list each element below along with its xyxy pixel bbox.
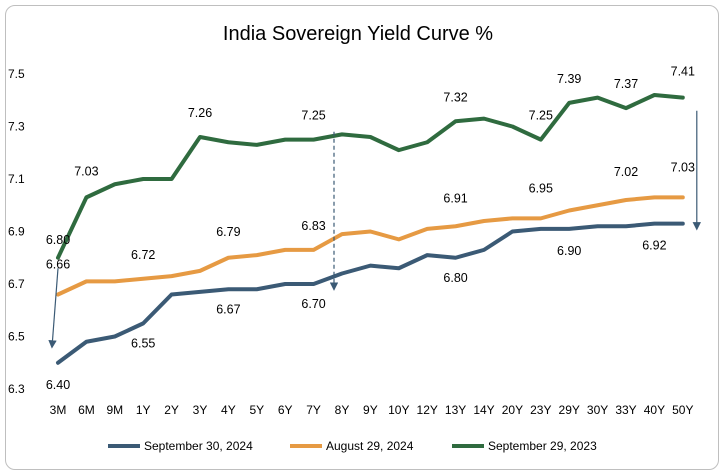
x-tick-label: 10Y bbox=[388, 403, 409, 417]
data-label: 7.03 bbox=[671, 160, 695, 174]
x-tick-label: 20Y bbox=[502, 403, 523, 417]
x-tick-label: 6Y bbox=[278, 403, 293, 417]
series-lines bbox=[56, 93, 685, 365]
x-tick-label: 30Y bbox=[587, 403, 608, 417]
x-tick-label: 40Y bbox=[644, 403, 665, 417]
data-label: 6.72 bbox=[131, 248, 155, 262]
legend: September 30, 2024 August 29, 2024 Septemb… bbox=[108, 439, 597, 453]
chart-title: India Sovereign Yield Curve % bbox=[223, 23, 493, 45]
x-tick-label: 9M bbox=[106, 403, 123, 417]
x-tick-label: 7Y bbox=[306, 403, 321, 417]
legend-label: September 29, 2023 bbox=[488, 439, 597, 453]
series-line-1 bbox=[56, 195, 685, 297]
y-tick-label: 6.3 bbox=[8, 382, 25, 396]
x-tick-label: 23Y bbox=[530, 403, 551, 417]
y-axis: 6.3 6.5 6.7 6.9 7.1 7.3 7.5 bbox=[8, 67, 25, 396]
x-tick-label: 5Y bbox=[249, 403, 264, 417]
data-label: 6.66 bbox=[46, 258, 70, 272]
data-label: 6.70 bbox=[301, 297, 325, 311]
legend-label: August 29, 2024 bbox=[326, 439, 414, 453]
data-label: 7.37 bbox=[614, 77, 638, 91]
series-line-0 bbox=[56, 221, 685, 365]
data-label: 6.79 bbox=[216, 225, 240, 239]
data-label: 7.26 bbox=[188, 106, 212, 120]
data-label: 6.92 bbox=[642, 239, 666, 253]
annotation-arrow bbox=[48, 268, 59, 349]
data-label: 7.39 bbox=[557, 72, 581, 86]
legend-label: September 30, 2024 bbox=[144, 439, 253, 453]
x-tick-label: 2Y bbox=[164, 403, 179, 417]
x-tick-label: 3M bbox=[50, 403, 67, 417]
x-tick-label: 50Y bbox=[672, 403, 693, 417]
data-label: 7.41 bbox=[671, 65, 695, 79]
data-label: 6.80 bbox=[443, 271, 467, 285]
x-tick-label: 13Y bbox=[445, 403, 466, 417]
data-label: 7.25 bbox=[529, 109, 553, 123]
x-tick-label: 8Y bbox=[335, 403, 350, 417]
y-tick-label: 7.5 bbox=[8, 67, 25, 81]
y-tick-label: 7.3 bbox=[8, 120, 25, 134]
y-tick-label: 6.7 bbox=[8, 277, 25, 291]
data-label: 7.02 bbox=[614, 165, 638, 179]
x-tick-label: 33Y bbox=[615, 403, 636, 417]
y-tick-label: 7.1 bbox=[8, 172, 25, 186]
x-tick-label: 29Y bbox=[559, 403, 580, 417]
data-label: 6.55 bbox=[131, 336, 155, 350]
data-label: 7.32 bbox=[443, 90, 467, 104]
data-label: 6.90 bbox=[557, 244, 581, 258]
annotations bbox=[48, 110, 701, 349]
x-tick-label: 4Y bbox=[221, 403, 236, 417]
data-label: 7.25 bbox=[301, 109, 325, 123]
y-tick-label: 6.9 bbox=[8, 225, 25, 239]
data-label: 6.83 bbox=[301, 219, 325, 233]
x-tick-label: 9Y bbox=[363, 403, 378, 417]
x-tick-label: 12Y bbox=[417, 403, 438, 417]
series-line-2 bbox=[56, 93, 685, 260]
x-tick-label: 6M bbox=[78, 403, 95, 417]
data-labels: 6.40 6.55 6.67 6.70 6.80 6.90 6.92 6.66 6.72 6.79… bbox=[46, 65, 695, 392]
data-label: 6.95 bbox=[529, 181, 553, 195]
y-tick-label: 6.5 bbox=[8, 330, 25, 344]
x-tick-label: 1Y bbox=[136, 403, 151, 417]
data-label: 6.67 bbox=[216, 302, 240, 316]
data-label: 6.40 bbox=[46, 378, 70, 392]
x-axis: 3M 6M 9M 1Y 2Y 3Y 4Y 5Y 6Y 7Y 8Y 9Y 10Y 12Y 13Y 14Y 20Y 2… bbox=[50, 403, 694, 417]
data-label: 6.80 bbox=[46, 233, 70, 247]
chart-frame bbox=[5, 5, 719, 470]
x-tick-label: 14Y bbox=[473, 403, 494, 417]
data-label: 7.03 bbox=[74, 164, 98, 178]
data-label: 6.91 bbox=[443, 191, 467, 205]
x-tick-label: 3Y bbox=[193, 403, 208, 417]
